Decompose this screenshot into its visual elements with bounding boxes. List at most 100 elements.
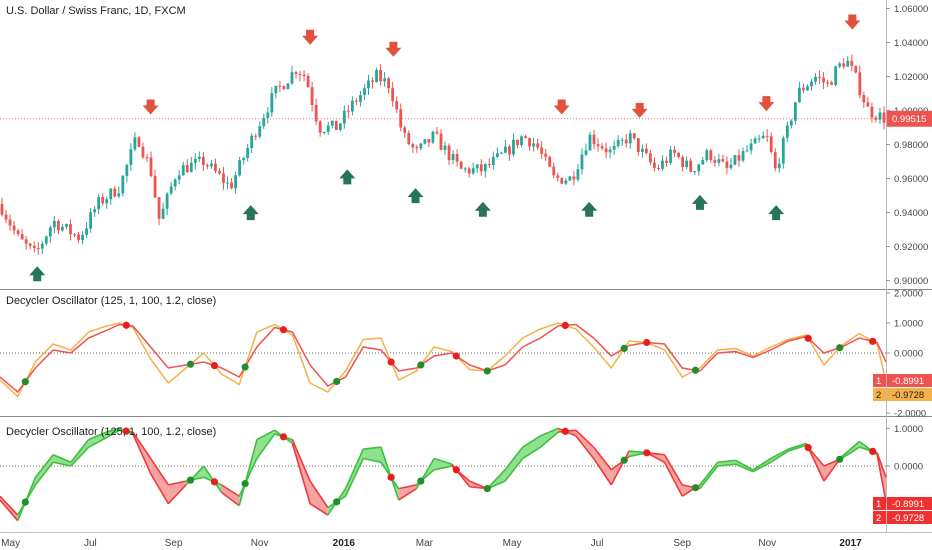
osc1-cross-dot [836, 344, 844, 352]
osc1-cross-dot [804, 334, 812, 342]
osc2-line2-segment [433, 457, 453, 465]
price-candle [858, 72, 862, 96]
price-candle [226, 182, 229, 184]
osc2-line2-segment [592, 458, 613, 486]
osc1-ytick-label: 2.0000 [894, 289, 923, 300]
osc2-line2-segment [752, 457, 772, 471]
price-candle [363, 88, 366, 96]
price-candle [729, 164, 733, 168]
price-candle [657, 167, 660, 169]
price-candle [145, 157, 149, 159]
osc2-cross-dot [210, 478, 219, 486]
osc2-cross-dot [186, 476, 195, 484]
osc1-cross-dot [333, 377, 341, 386]
price-candle [65, 223, 68, 227]
price-candle [165, 193, 169, 209]
price-candle [89, 212, 93, 229]
price-candle [52, 220, 56, 228]
price-candle [181, 165, 185, 176]
osc1-cross-dot [186, 360, 195, 368]
osc2-badge-index [873, 497, 886, 510]
osc2-cross-dot [452, 466, 460, 474]
price-candle [701, 160, 705, 165]
price-candle [665, 160, 668, 163]
price-candle [189, 162, 193, 173]
osc2-fill-band [35, 454, 54, 485]
price-candle [350, 100, 354, 112]
sell-signal-arrow [758, 96, 775, 112]
osc2-line1-segment [592, 446, 612, 471]
osc2-line2-segment [291, 443, 311, 504]
decycler-oscillator-pane-1[interactable]: 2.00001.00000.0000-1.0000-2.00001-0.8991… [0, 289, 932, 420]
price-candle [371, 80, 374, 82]
osc2-line1-segment [433, 465, 453, 471]
price-candle [761, 135, 765, 139]
price-candle [681, 157, 685, 168]
osc2-line2-segment [309, 503, 329, 516]
osc1-cross-dot [21, 378, 29, 386]
price-candle [0, 204, 4, 215]
osc2-cross-dot [387, 473, 395, 481]
osc2-line1-segment [149, 458, 170, 486]
osc1-cross-dot [241, 363, 249, 371]
osc2-line2-segment [256, 429, 276, 441]
time-axis-label: Sep [673, 538, 691, 549]
osc2-line2-segment [380, 446, 400, 501]
price-candle [548, 156, 552, 167]
price-candle [61, 226, 64, 231]
osc2-cross-dot [804, 443, 812, 452]
osc2-line1-segment [663, 454, 683, 486]
price-candle [612, 145, 616, 150]
price-candle [395, 101, 399, 110]
price-candle [802, 87, 805, 91]
time-axis-label: May [1, 538, 20, 549]
price-candle [12, 225, 16, 231]
price-candle [524, 136, 527, 139]
price-candle [487, 164, 491, 166]
price-candle [455, 154, 459, 162]
price-candle [443, 145, 447, 150]
price-candle [206, 165, 209, 167]
price-candle [359, 95, 362, 102]
osc2-line1-segment [344, 458, 364, 497]
price-candle [262, 117, 266, 127]
price-ytick-label: 1.06000 [894, 4, 928, 15]
price-candle [475, 164, 479, 169]
osc1-cross-dot [452, 352, 460, 360]
osc2-cross-dot [417, 477, 425, 485]
price-candle [499, 152, 503, 154]
price-candle [411, 144, 415, 148]
osc2-line1-segment [88, 437, 107, 448]
price-candle [274, 85, 278, 94]
osc2-badge-value [887, 497, 932, 510]
price-candle [709, 150, 713, 161]
price-candle [632, 133, 636, 139]
osc2-line2-segment [663, 461, 683, 497]
price-candle [769, 136, 773, 153]
price-candle [93, 209, 97, 213]
price-ytick-label: 1.02000 [894, 72, 928, 83]
osc2-line2-segment [132, 433, 152, 474]
osc2-line1-segment [52, 461, 72, 467]
osc2-line2-segment [504, 446, 524, 471]
price-candle [230, 182, 233, 189]
price-candle [564, 180, 568, 184]
price-candle [310, 87, 314, 105]
osc2-line2-segment [106, 427, 120, 433]
osc2-line1-segment [770, 450, 789, 463]
osc2-cross-dot [836, 455, 844, 463]
price-pane[interactable]: 1.060001.040001.020001.000000.980000.960… [0, 4, 932, 287]
price-candle [532, 143, 536, 147]
osc2-line1-segment [291, 439, 311, 482]
osc1-badge-value-label: -0.9728 [892, 390, 924, 401]
price-candle [36, 248, 40, 250]
price-candle [16, 230, 20, 235]
price-candle [822, 77, 825, 83]
osc1-badge-value-label: -0.8991 [892, 376, 924, 387]
price-candle [342, 110, 346, 124]
price-candle [8, 219, 12, 226]
price-candle [568, 176, 572, 181]
time-axis[interactable]: May Jul Sep Nov 2016 Mar May Jul Sep Nov 2017 [1, 538, 862, 549]
